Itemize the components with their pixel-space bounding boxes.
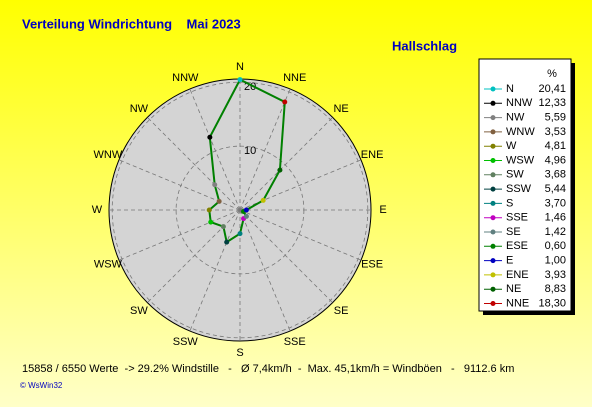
legend-marker [490,143,496,149]
data-point [208,219,214,225]
legend-label: N [506,83,514,95]
direction-label: E [379,204,386,216]
legend-value: 3,93 [545,269,566,281]
direction-label: NNW [172,72,199,84]
legend-value: 3,70 [545,197,566,209]
legend-marker [490,243,496,249]
spoke [239,209,362,261]
footer: 15858 / 6550 Werte -> 29.2% Windstille -… [22,363,514,375]
legend-label: WNW [506,126,535,138]
data-point [206,207,212,213]
legend-value: 8,83 [545,283,566,295]
direction-label: SSW [173,336,199,348]
legend-marker [490,100,496,106]
data-point [237,77,243,83]
direction-label: NW [130,103,149,115]
data-point [212,182,218,188]
data-point [260,197,266,203]
spoke [147,117,241,211]
legend-value: 12,33 [538,97,566,109]
direction-label: SSE [284,336,306,348]
direction-label: ESE [361,259,383,271]
direction-label: SE [334,305,349,317]
legend-label: WSW [506,154,535,166]
direction-label: NNE [283,72,306,84]
legend-label: NE [506,283,521,295]
legend-value: 18,30 [538,297,566,309]
legend-label: NNE [506,297,529,309]
data-point [282,99,288,105]
legend-marker [490,200,496,206]
credit: © WsWin32 [20,381,63,390]
direction-label: WNW [94,149,123,161]
data-point [243,207,249,213]
legend-value: 1,46 [545,212,566,224]
legend-value: 5,44 [545,183,566,195]
legend-value: 3,53 [545,126,566,138]
direction-label: N [236,61,244,73]
legend-value: 4,96 [545,154,566,166]
direction-label: NE [333,103,348,115]
legend-marker [490,272,496,278]
legend-label: S [506,197,513,209]
data-point [237,231,243,237]
spoke [239,117,333,211]
legend-value: 1,42 [545,226,566,238]
direction-label: W [92,204,103,216]
legend-label: SE [506,226,521,238]
legend-marker [490,286,496,292]
spoke [239,88,291,211]
grid-ring [175,145,305,275]
legend-marker [490,186,496,192]
data-point [224,239,230,245]
legend-value: 0,60 [545,240,566,252]
legend-label: ENE [506,269,529,281]
legend-marker [490,215,496,221]
direction-label: SW [130,305,148,317]
legend-value: 4,81 [545,140,566,152]
spoke [118,209,241,261]
data-point [216,198,222,204]
legend-label: SW [506,169,524,181]
legend-marker [490,301,496,306]
legend-label: ESE [506,240,528,252]
legend-label: NW [506,112,525,124]
legend-marker [490,86,496,92]
r-tick-label: 10 [244,145,256,157]
spoke [239,209,291,332]
legend-header: % [547,68,557,80]
legend-value: 1,00 [545,255,566,267]
legend-label: SSW [506,183,532,195]
legend-marker [490,229,496,235]
legend-value: 20,41 [538,83,566,95]
spoke [239,209,333,303]
spoke [189,88,241,211]
legend-marker [490,129,496,135]
direction-label: WSW [94,259,123,271]
direction-label: S [236,347,243,359]
data-point [277,167,283,173]
legend-label: E [506,255,513,267]
legend-marker [490,172,496,178]
legend-value: 3,68 [545,169,566,181]
legend-marker [490,158,496,163]
spoke [189,209,241,332]
data-point [220,224,226,230]
direction-label: ENE [361,149,384,161]
data-point [207,134,213,140]
data-point [243,213,249,219]
legend-marker [490,258,496,264]
legend-marker [490,115,496,121]
chart-subtitle: Hallschlag [392,38,457,53]
legend-value: 5,59 [545,112,566,124]
legend-label: NNW [506,97,533,109]
legend [478,58,572,312]
legend-label: W [506,140,517,152]
legend-label: SSE [506,212,528,224]
grid-ring [111,81,369,339]
chart-title: Verteilung Windrichtung Mai 2023 [22,16,241,31]
